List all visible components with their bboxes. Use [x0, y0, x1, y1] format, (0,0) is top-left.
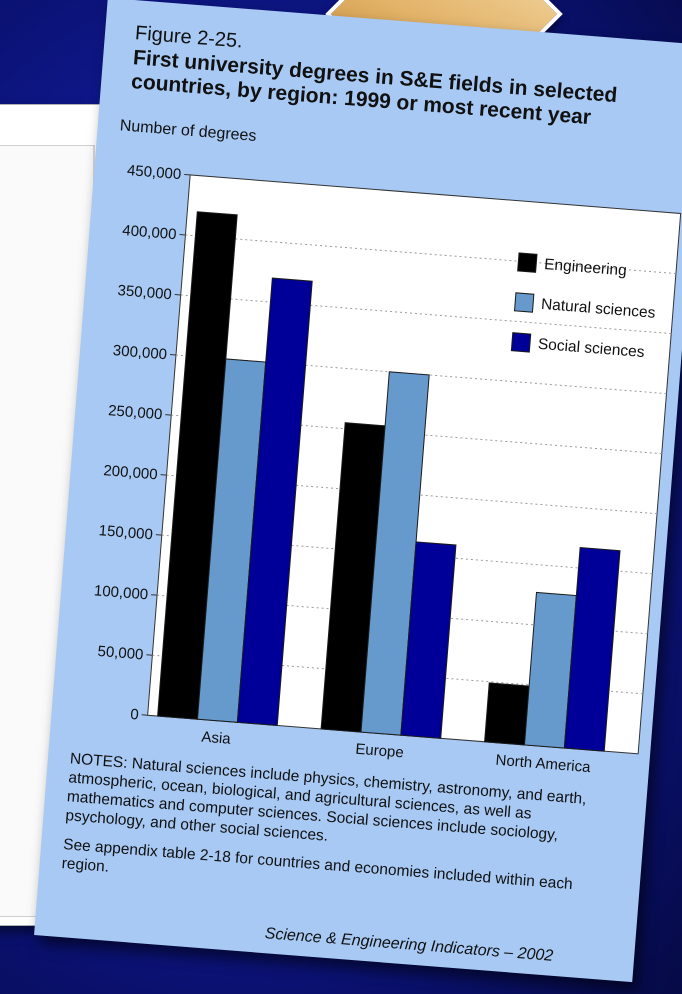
bar-chart: 0 50,000 100,000 150,000 200,000 250,000 300,0… [93, 162, 682, 776]
bar-social-sciences-north-america [563, 546, 621, 752]
y-tick-label: 350,000 [117, 282, 172, 303]
bar-engineering-north-america [484, 682, 530, 746]
y-tick-label: 300,000 [112, 342, 167, 363]
bar-social-sciences-asia [236, 277, 313, 726]
x-tick-label: Europe [355, 741, 405, 762]
y-tick-label: 200,000 [103, 462, 158, 483]
legend-swatch [510, 332, 532, 353]
legend-swatch [513, 292, 535, 313]
x-tick-label: North America [495, 752, 592, 776]
y-tick-label: 250,000 [108, 402, 163, 423]
figure-card: Figure 2-25. First university degrees in… [34, 0, 682, 983]
bar-social-sciences-europe [400, 541, 457, 739]
y-tick-label: 450,000 [126, 162, 181, 183]
y-tick-label: 50,000 [97, 643, 144, 664]
y-tick-label: 0 [130, 706, 140, 724]
bar-layer [157, 211, 621, 752]
legend-label: Engineering [544, 256, 628, 279]
y-tick-label: 100,000 [93, 582, 148, 603]
gridline [180, 294, 672, 335]
legend-swatch [517, 252, 538, 273]
x-tick-label: Asia [201, 729, 232, 748]
y-tick-label: 400,000 [122, 222, 177, 243]
y-tick-layer: 0 50,000 100,000 150,000 200,000 250,000 300,0… [93, 162, 191, 724]
y-tick-label: 150,000 [98, 522, 153, 543]
